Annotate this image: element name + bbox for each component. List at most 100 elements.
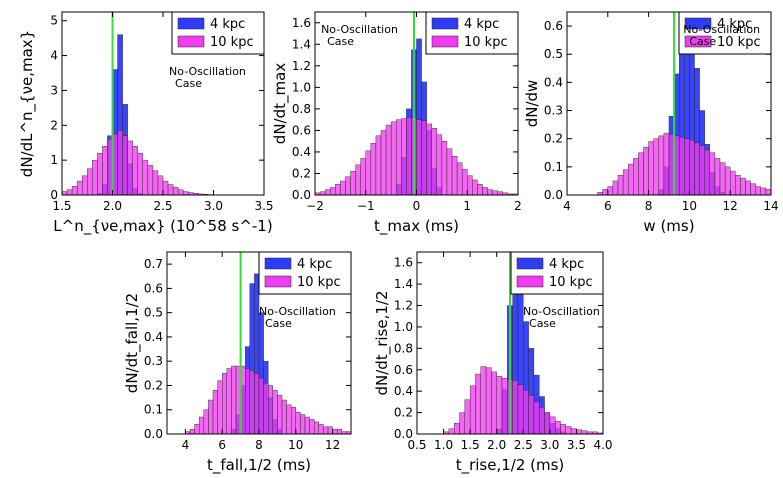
bar-10kpc: [194, 424, 200, 434]
bar-10kpc: [323, 426, 329, 434]
bar-10kpc: [454, 423, 460, 434]
x-tick-label: 4.0: [593, 438, 612, 452]
y-tick-label: 2: [50, 118, 58, 132]
bar-10kpc: [485, 367, 492, 434]
y-tick-label: 0.4: [544, 75, 563, 89]
legend-label: 4 kpc: [717, 17, 752, 32]
bar-10kpc: [436, 134, 443, 195]
x-axis-label: L^n_{νe,max} (10^58 s^-1): [53, 217, 272, 236]
y-tick-label: 1.4: [394, 277, 413, 291]
legend-label: 10 kpc: [549, 275, 593, 290]
bar-10kpc: [406, 117, 412, 195]
legend-swatch: [431, 35, 459, 48]
bar-10kpc: [337, 428, 343, 434]
bar-10kpc: [221, 373, 227, 434]
panel-4: 0.5 1.0 1.5 2.0 2.5 3.0 3.5 4.0 0.0 0.2 0.4 0.6 0.8 1…: [373, 251, 613, 475]
x-tick-label: 3.0: [204, 199, 223, 213]
legend-label: 10 kpc: [210, 35, 254, 50]
y-tick-label: 3: [50, 83, 58, 97]
bar-10kpc: [477, 184, 483, 195]
x-tick-label: −2: [306, 199, 324, 213]
bar-10kpc: [469, 385, 476, 434]
bar-10kpc: [724, 166, 731, 195]
bar-10kpc: [689, 139, 695, 195]
legend-swatch: [516, 275, 544, 288]
bar-10kpc: [709, 152, 716, 195]
y-axis-label: dN/dt_rise,1/2: [373, 291, 392, 396]
bar-10kpc: [607, 186, 614, 195]
y-tick-label: 0.3: [544, 104, 563, 118]
bar-10kpc: [268, 385, 274, 434]
legend: 4 kpc 10 kpc: [425, 11, 519, 55]
x-tick-label: 10: [288, 438, 303, 452]
bar-10kpc: [730, 170, 736, 195]
bar-10kpc: [62, 191, 68, 195]
panel-3: 4 6 8 10 12 0.0 0.1 0.2 0.3 0.4 0.5 0.6 0.7 t_fall,1/…: [123, 251, 352, 475]
x-axis-label: w (ms): [643, 217, 694, 235]
bar-10kpc: [304, 416, 310, 434]
bar-10kpc: [679, 137, 685, 195]
bar-10kpc: [760, 187, 767, 195]
x-tick-label: 2.0: [487, 438, 506, 452]
bar-10kpc: [345, 176, 351, 195]
bar-10kpc: [327, 426, 333, 434]
bar-10kpc: [451, 156, 458, 195]
x-tick-label: 2.0: [103, 199, 122, 213]
x-tick-label: −1: [357, 199, 375, 213]
x-tick-label: 0: [413, 199, 421, 213]
y-tick-label: 1.2: [394, 299, 413, 313]
bar-10kpc: [167, 184, 174, 195]
x-axis-label: t_max (ms): [374, 217, 459, 236]
y-tick-label: 0.2: [394, 406, 413, 420]
legend-label: 4 kpc: [549, 257, 584, 272]
legend-swatch: [516, 257, 544, 270]
bar-10kpc: [467, 175, 473, 195]
bar-10kpc: [350, 171, 356, 195]
x-tick-label: 1.5: [52, 199, 71, 213]
y-tick-label: 1.6: [394, 256, 413, 270]
bar-10kpc: [426, 123, 432, 195]
bar-10kpc: [560, 424, 566, 434]
bar-10kpc: [487, 189, 493, 195]
bar-10kpc: [92, 159, 98, 195]
x-tick-label: 12: [325, 438, 340, 452]
y-tick-label: 0.1: [144, 403, 163, 417]
bar-10kpc: [87, 168, 93, 195]
bar-10kpc: [755, 186, 762, 195]
bar-10kpc: [459, 412, 466, 434]
bar-10kpc: [122, 135, 128, 195]
y-tick-label: 0.2: [544, 132, 563, 146]
bar-10kpc: [480, 366, 487, 434]
bar-10kpc: [628, 163, 634, 195]
bar-10kpc: [602, 189, 609, 195]
bar-10kpc: [501, 378, 508, 434]
bar-10kpc: [318, 424, 324, 434]
bar-10kpc: [448, 428, 455, 434]
panel-0: 1.5 2.0 2.5 3.0 3.5 0 1 2 3 4 5 L^n_{νe,max} (10^58…: [18, 11, 274, 236]
bar-10kpc: [633, 158, 639, 195]
bar-10kpc: [249, 370, 255, 434]
y-tick-label: 0.0: [144, 427, 163, 441]
legend-swatch: [264, 257, 292, 270]
bar-10kpc: [658, 135, 665, 195]
y-axis-label: dN/dw: [523, 80, 541, 128]
bar-10kpc: [217, 380, 223, 434]
bar-10kpc: [182, 191, 189, 195]
y-tick-label: 0.6: [144, 281, 163, 295]
bar-10kpc: [365, 150, 372, 195]
bar-10kpc: [549, 416, 556, 434]
bar-10kpc: [370, 143, 377, 195]
x-tick-label: 6: [218, 438, 226, 452]
x-tick-label: 4: [182, 438, 190, 452]
y-tick-label: 0.2: [144, 378, 163, 392]
x-tick-label: 4: [563, 199, 571, 213]
bar-10kpc: [231, 365, 237, 434]
legend: 4 kpc 10 kpc: [171, 11, 265, 55]
bar-10kpc: [309, 419, 315, 434]
legend-swatch: [264, 275, 292, 288]
bar-10kpc: [745, 180, 751, 195]
bar-10kpc: [380, 130, 387, 195]
y-axis-label: dN/dL^n_{νe,max}: [18, 30, 37, 177]
bar-10kpc: [340, 180, 346, 195]
legend-label: 10 kpc: [297, 275, 341, 290]
